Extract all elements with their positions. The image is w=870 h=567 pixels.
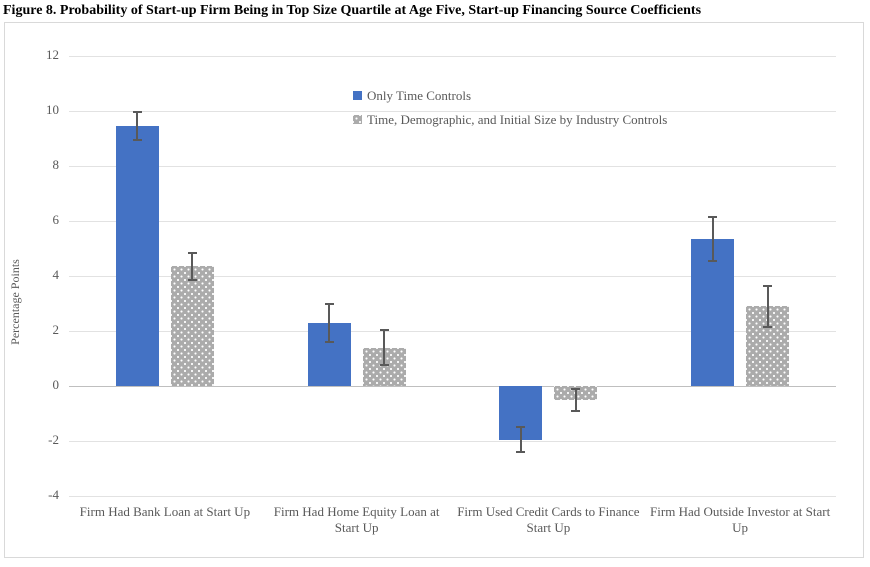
- gridline: [69, 110, 836, 112]
- y-tick-label: 4: [52, 267, 60, 282]
- y-tick-label: 6: [52, 212, 60, 227]
- error-bar: [766, 285, 769, 327]
- error-bar-cap-bottom: [132, 138, 142, 141]
- legend-swatch: [353, 91, 362, 100]
- category-label-2: Firm Had Home Equity Loan at Start Up: [273, 504, 440, 536]
- error-bar-cap-bottom: [187, 279, 197, 282]
- y-axis-title: Percentage Points: [8, 259, 22, 345]
- legend-item: Only Time Controls: [353, 87, 667, 104]
- error-bar: [711, 216, 714, 261]
- legend: Only Time Controls Time, Demographic, and…: [353, 87, 667, 135]
- error-bar-cap-bottom: [763, 325, 773, 328]
- error-bar: [328, 303, 331, 342]
- gridline: [69, 275, 836, 277]
- category-label-4: Firm Had Outside Investor at Start Up: [650, 504, 831, 536]
- error-bar-cap-bottom: [571, 409, 581, 412]
- category-label-1: Firm Had Bank Loan at Start Up: [79, 504, 251, 519]
- gridline: [69, 385, 836, 387]
- error-bar-cap-top: [379, 328, 389, 331]
- legend-label: Time, Demographic, and Initial Size by I…: [367, 111, 668, 127]
- error-bar: [191, 252, 194, 281]
- gridline: [69, 55, 836, 57]
- gridline: [69, 220, 836, 222]
- category-label-3: Firm Used Credit Cards to Finance Start …: [457, 504, 640, 536]
- error-bar: [574, 388, 577, 411]
- error-bar-cap-top: [708, 215, 718, 218]
- legend-item: Time, Demographic, and Initial Size by I…: [353, 111, 667, 128]
- y-tick-label: 12: [46, 47, 59, 62]
- figure-title: Figure 8. Probability of Start-up Firm B…: [3, 3, 702, 18]
- gridline: [69, 495, 836, 497]
- y-tick-label: -2: [48, 432, 59, 447]
- bar-series2-cat2: [362, 347, 406, 386]
- error-bar-cap-top: [516, 426, 526, 429]
- error-bar-cap-bottom: [708, 259, 718, 262]
- error-bar-cap-top: [132, 111, 142, 114]
- error-bar-cap-top: [571, 387, 581, 390]
- bar-series2-cat1: [170, 266, 214, 386]
- error-bar-cap-bottom: [516, 451, 526, 453]
- error-bar: [136, 112, 139, 140]
- gridline: [69, 440, 836, 442]
- gridline: [69, 165, 836, 167]
- error-bar-cap-bottom: [379, 364, 389, 367]
- legend-swatch: [353, 115, 362, 124]
- error-bar: [519, 427, 522, 452]
- error-bar-cap-top: [324, 302, 334, 305]
- y-tick-label: 8: [52, 157, 60, 172]
- legend-label: Only Time Controls: [367, 87, 472, 103]
- y-tick-label: 10: [46, 102, 59, 117]
- bar-series1-cat1: [115, 126, 159, 386]
- y-tick-label: 0: [52, 377, 60, 392]
- y-tick-label: 2: [52, 322, 60, 337]
- chart-frame: Percentage Points -4 -2 0 2 4 6 8 10 12 Only Tim…: [4, 22, 864, 558]
- error-bar-cap-top: [187, 251, 197, 254]
- error-bar-cap-bottom: [324, 341, 334, 343]
- bar-series2-cat4: [746, 306, 790, 386]
- error-bar-cap-top: [763, 284, 773, 287]
- error-bar: [383, 329, 386, 366]
- y-tick-label: -4: [48, 487, 59, 502]
- gridline: [69, 330, 836, 332]
- bar-series1-cat4: [691, 238, 735, 386]
